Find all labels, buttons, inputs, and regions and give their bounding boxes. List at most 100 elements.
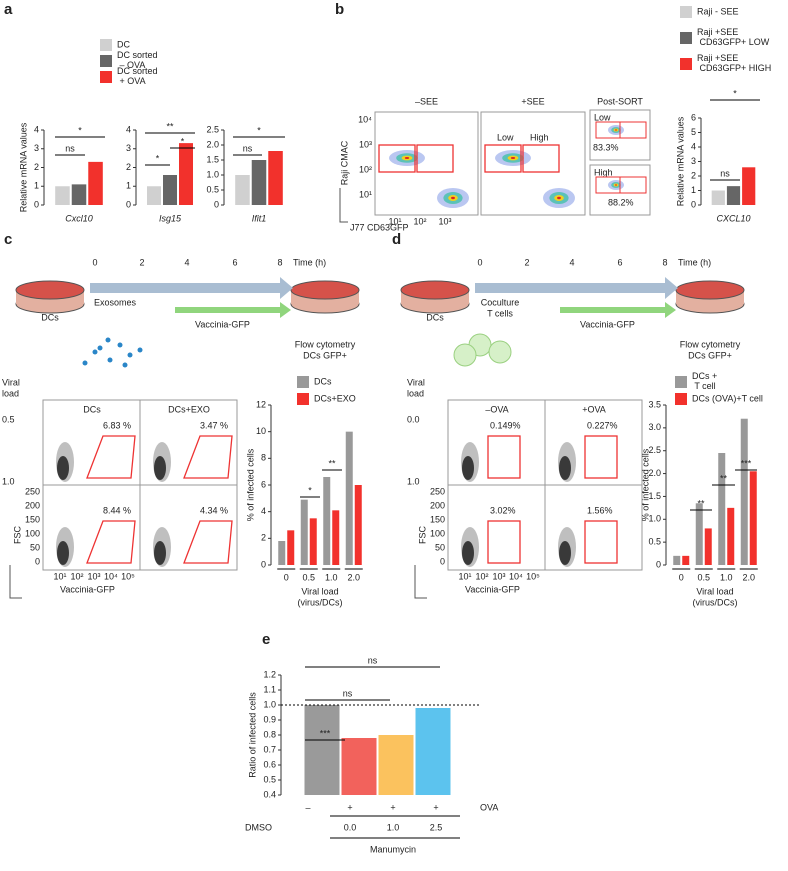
t-cell xyxy=(488,340,512,364)
arrow xyxy=(560,302,676,318)
percent: 3.02% xyxy=(490,505,516,515)
tick-label: 200 xyxy=(430,500,445,510)
legend-swatch xyxy=(675,393,687,405)
gate-label: High xyxy=(530,132,549,142)
bar xyxy=(55,186,70,205)
x-axis-label: Viral load xyxy=(696,586,733,596)
y-tick-label: 3.5 xyxy=(648,399,661,409)
y-tick-label: 4 xyxy=(34,124,39,134)
legend-label: DCs (OVA)+T cell xyxy=(692,393,763,403)
bar xyxy=(332,510,340,565)
dish-label: DCs xyxy=(41,312,59,322)
gate xyxy=(522,144,560,173)
tick-label: 10¹ xyxy=(388,216,401,226)
gate xyxy=(595,176,647,194)
panel-label: d xyxy=(392,231,401,248)
condition: 1.0 xyxy=(387,822,400,832)
t-cell xyxy=(453,343,477,367)
axis-label: FSC xyxy=(12,525,22,544)
cell-cloud xyxy=(510,157,516,159)
dish xyxy=(290,280,360,300)
y-tick-label: 1.2 xyxy=(263,669,276,679)
bar xyxy=(179,143,193,205)
gate xyxy=(378,144,416,173)
tick-label: 200 xyxy=(25,500,40,510)
time-tick: 2 xyxy=(139,257,144,267)
gate-label: Low xyxy=(594,112,611,122)
row-label: load xyxy=(2,388,19,398)
legend-swatch xyxy=(680,6,692,18)
tick-label: 250 xyxy=(430,486,445,496)
y-tick-label: 5 xyxy=(691,127,696,137)
tick-label: 250 xyxy=(25,486,40,496)
x-axis-label: (virus/DCs) xyxy=(693,597,738,607)
tick-label: 0 xyxy=(440,556,445,566)
time-tick: 0 xyxy=(92,257,97,267)
exosome xyxy=(82,360,88,366)
y-tick-label: 4 xyxy=(126,124,131,134)
tick-label: 10³ xyxy=(438,216,451,226)
significance: ** xyxy=(166,121,174,131)
tick-label: 10³ xyxy=(359,139,372,149)
row-label: Viral xyxy=(407,377,425,387)
flow-title: –SEE xyxy=(415,96,438,106)
y-axis-label: % of infected cells xyxy=(245,448,255,521)
bar xyxy=(71,184,87,205)
tick-label: 50 xyxy=(435,542,445,552)
legend-label: Raji +SEE CD63GFP+ LOW xyxy=(697,27,770,47)
dish xyxy=(675,280,745,300)
treatment: T cells xyxy=(487,308,513,318)
legend-label: Raji +SEE CD63GFP+ HIGH xyxy=(697,53,771,73)
y-tick-label: 2.5 xyxy=(648,445,661,455)
bar xyxy=(354,485,362,565)
time-label: Time (h) xyxy=(678,257,711,267)
x-tick-label: 0 xyxy=(284,572,289,582)
y-tick-label: 4 xyxy=(691,141,696,151)
bar xyxy=(309,518,317,565)
arrow xyxy=(90,277,293,299)
significance: ns xyxy=(368,655,378,665)
bar xyxy=(727,507,735,565)
bar xyxy=(704,528,712,565)
legend-label: DCs + T cell xyxy=(692,371,717,391)
bar xyxy=(235,175,250,205)
tick-label: 10² xyxy=(359,164,372,174)
tick-label: 10² xyxy=(70,571,83,581)
condition: 0.0 xyxy=(344,822,357,832)
y-tick-label: 6 xyxy=(691,112,696,122)
bar xyxy=(304,705,340,795)
y-tick-label: 12 xyxy=(256,399,266,409)
significance: * xyxy=(181,136,185,146)
readout: DCs GFP+ xyxy=(303,350,347,360)
row-label: Viral xyxy=(2,377,20,387)
bar xyxy=(300,499,308,565)
significance: ** xyxy=(697,498,705,508)
y-tick-label: 1 xyxy=(691,185,696,195)
x-axis-label: (virus/DCs) xyxy=(298,597,343,607)
y-tick-label: 1.1 xyxy=(263,684,276,694)
exosome xyxy=(97,345,103,351)
significance: ns xyxy=(65,143,75,153)
significance: ns xyxy=(243,143,253,153)
axis-label: Raji CMAC xyxy=(339,140,349,185)
gate xyxy=(487,435,521,479)
legend-label: DCs xyxy=(314,376,332,386)
y-tick-label: 3 xyxy=(126,143,131,153)
y-tick-label: 2 xyxy=(261,533,266,543)
condition: – xyxy=(305,802,310,812)
bar xyxy=(251,160,267,205)
gate xyxy=(183,520,233,564)
y-tick-label: 1.0 xyxy=(648,514,661,524)
y-tick-label: 0.9 xyxy=(263,714,276,724)
percent: 88.2% xyxy=(608,197,634,207)
axis-label: Vaccinia-GFP xyxy=(60,584,115,594)
gate xyxy=(86,435,136,479)
gate xyxy=(487,520,521,564)
y-axis-label: Ratio of infected cells xyxy=(247,692,257,778)
bar xyxy=(742,167,756,205)
bar xyxy=(749,471,757,565)
x-axis-label: Viral load xyxy=(301,586,338,596)
y-tick-label: 1.5 xyxy=(206,154,219,164)
tick-label: 10⁴ xyxy=(358,114,372,124)
y-tick-label: 2.0 xyxy=(648,468,661,478)
